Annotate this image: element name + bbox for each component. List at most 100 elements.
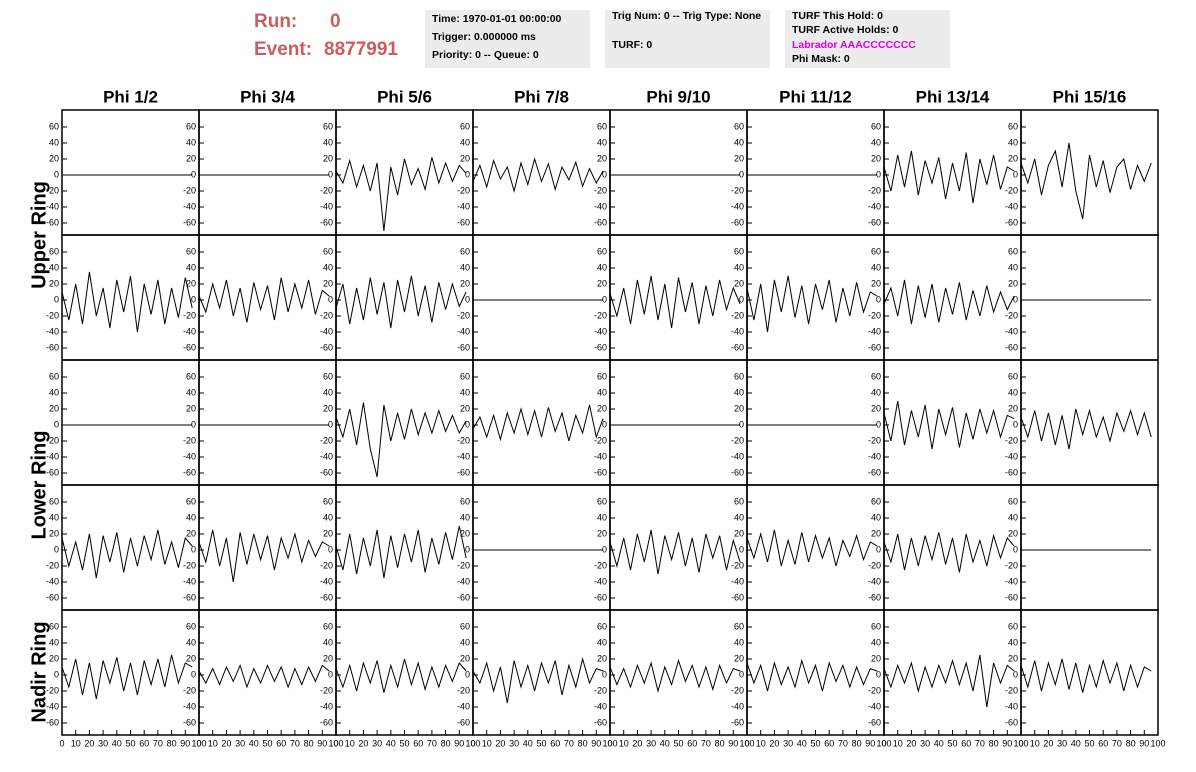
y-tick-label: -40 xyxy=(731,701,744,711)
y-tick-label: -40 xyxy=(731,201,744,211)
y-tick-label: 40 xyxy=(597,137,607,147)
y-tick-label: 20 xyxy=(871,278,881,288)
x-tick-label: 30 xyxy=(920,738,930,748)
x-tick-label: 0 xyxy=(744,738,749,748)
y-tick-label: 40 xyxy=(1008,637,1018,647)
x-tick-label: 40 xyxy=(386,738,396,748)
x-tick-label: 80 xyxy=(1126,738,1136,748)
column-header: Phi 11/12 xyxy=(779,87,852,106)
y-tick-label: -40 xyxy=(46,326,59,336)
x-tick-label: 60 xyxy=(550,738,560,748)
y-tick-label: 40 xyxy=(49,637,59,647)
y-tick-label: 60 xyxy=(460,496,470,506)
waveform xyxy=(746,658,878,692)
y-tick-label: -20 xyxy=(594,685,607,695)
y-tick-label: 40 xyxy=(186,262,196,272)
y-tick-label: 40 xyxy=(871,137,881,147)
y-tick-label: 40 xyxy=(49,387,59,397)
panel xyxy=(883,609,1022,736)
panel xyxy=(746,109,885,236)
y-tick-label: 0 xyxy=(602,669,607,679)
y-tick-label: 60 xyxy=(1008,246,1018,256)
y-tick-label: -20 xyxy=(457,185,470,195)
y-tick-label: -60 xyxy=(183,217,196,227)
x-tick-label: 100 xyxy=(465,738,480,748)
y-tick-label: 40 xyxy=(734,137,744,147)
x-tick-label: 80 xyxy=(852,738,862,748)
y-tick-label: 60 xyxy=(734,371,744,381)
y-tick-label: 40 xyxy=(186,137,196,147)
y-tick-label: -60 xyxy=(320,342,333,352)
y-tick-label: -60 xyxy=(320,717,333,727)
y-tick-label: -20 xyxy=(731,435,744,445)
y-tick-label: 40 xyxy=(871,387,881,397)
y-tick-label: 60 xyxy=(186,121,196,131)
y-tick-label: 0 xyxy=(739,419,744,429)
x-tick-label: 60 xyxy=(824,738,834,748)
y-tick-label: -60 xyxy=(868,342,881,352)
y-tick-label: 60 xyxy=(597,121,607,131)
y-tick-label: 20 xyxy=(1008,653,1018,663)
y-tick-label: -60 xyxy=(320,592,333,602)
y-tick-label: 40 xyxy=(323,137,333,147)
y-tick-label: 0 xyxy=(191,419,196,429)
x-tick-label: 90 xyxy=(1139,738,1149,748)
event-label: Event: xyxy=(254,39,312,60)
x-tick-label: 90 xyxy=(317,738,327,748)
y-tick-label: -40 xyxy=(183,326,196,336)
x-tick-label: 90 xyxy=(865,738,875,748)
y-tick-label: 60 xyxy=(1008,121,1018,131)
x-tick-label: 70 xyxy=(427,738,437,748)
y-tick-label: -40 xyxy=(1005,326,1018,336)
y-tick-label: 60 xyxy=(186,371,196,381)
panel xyxy=(609,609,748,736)
y-tick-label: 0 xyxy=(328,294,333,304)
y-tick-label: 60 xyxy=(49,621,59,631)
y-tick-label: -60 xyxy=(183,717,196,727)
x-tick-label: 0 xyxy=(59,738,64,748)
y-tick-label: -40 xyxy=(868,576,881,586)
waveform xyxy=(609,658,741,693)
y-tick-label: -40 xyxy=(320,576,333,586)
y-tick-label: -40 xyxy=(46,201,59,211)
waveform xyxy=(1020,658,1152,693)
x-tick-label: 60 xyxy=(276,738,286,748)
column-header: Phi 9/10 xyxy=(646,87,710,106)
panel xyxy=(335,359,474,486)
panel xyxy=(609,484,748,611)
y-tick-label: 40 xyxy=(323,387,333,397)
y-tick-label: 0 xyxy=(191,294,196,304)
y-tick-label: 40 xyxy=(1008,387,1018,397)
y-tick-label: -40 xyxy=(320,701,333,711)
panel xyxy=(609,109,748,236)
y-tick-label: -40 xyxy=(594,576,607,586)
x-tick-label: 50 xyxy=(399,738,409,748)
y-tick-label: 60 xyxy=(597,246,607,256)
y-tick-label: 20 xyxy=(186,153,196,163)
y-tick-label: -20 xyxy=(1005,185,1018,195)
x-tick-label: 30 xyxy=(1057,738,1067,748)
y-tick-label: 60 xyxy=(186,621,196,631)
y-tick-label: 20 xyxy=(186,278,196,288)
y-tick-label: 20 xyxy=(460,153,470,163)
y-tick-label: 40 xyxy=(1008,262,1018,272)
y-tick-label: 0 xyxy=(328,419,333,429)
waveform xyxy=(198,529,330,583)
column-header: Phi 5/6 xyxy=(377,87,432,106)
y-tick-label: 60 xyxy=(597,496,607,506)
y-tick-label: -40 xyxy=(1005,576,1018,586)
row-label: Upper Ring xyxy=(28,181,50,289)
panel xyxy=(883,234,1022,361)
x-tick-label: 20 xyxy=(358,738,368,748)
y-tick-label: 0 xyxy=(602,419,607,429)
x-tick-label: 30 xyxy=(509,738,519,748)
y-tick-label: -40 xyxy=(46,576,59,586)
y-tick-label: -20 xyxy=(320,685,333,695)
y-tick-label: 60 xyxy=(734,496,744,506)
y-tick-label: 20 xyxy=(871,653,881,663)
x-tick-label: 0 xyxy=(607,738,612,748)
y-tick-label: -20 xyxy=(457,685,470,695)
panel xyxy=(1020,359,1159,486)
y-tick-label: -40 xyxy=(183,451,196,461)
y-tick-label: 40 xyxy=(460,637,470,647)
